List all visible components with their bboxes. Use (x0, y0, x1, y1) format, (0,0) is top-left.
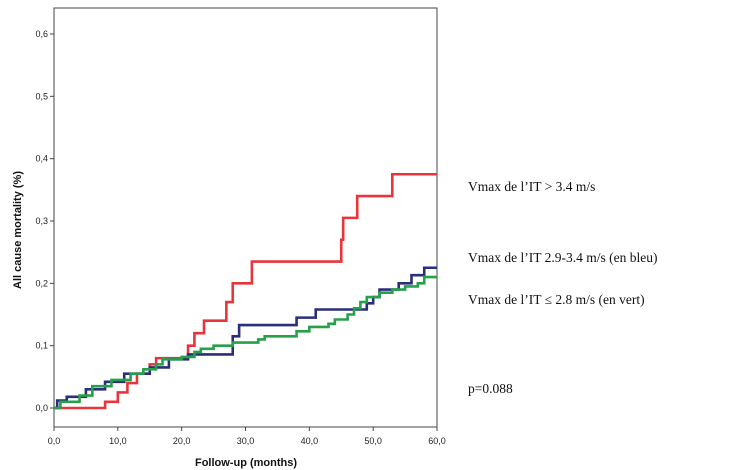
y-axis-title: All cause mortality (%) (12, 171, 24, 289)
x-tick-label: 30,0 (237, 436, 255, 446)
series-line-0 (54, 172, 437, 410)
x-tick-label: 10,0 (109, 436, 127, 446)
plot-frame (53, 7, 438, 428)
legend-label-low: Vmax de l’IT ≤ 2.8 m/s (en vert) (468, 292, 645, 307)
series-line-2 (54, 275, 437, 410)
y-tick-label: 0,3 (35, 216, 48, 226)
x-tick-label: 40,0 (301, 436, 319, 446)
x-tick-label: 60,0 (428, 436, 446, 446)
p-value: p=0.088 (468, 381, 513, 396)
x-tick-label: 20,0 (173, 436, 191, 446)
legend-label-mid: Vmax de l’IT 2.9-3.4 m/s (en bleu) (468, 250, 658, 265)
y-tick-label: 0,6 (35, 29, 48, 39)
y-tick-label: 0,5 (35, 91, 48, 101)
x-tick-label: 0,0 (48, 436, 61, 446)
x-tick-label: 50,0 (364, 436, 382, 446)
y-tick-label: 0,4 (35, 154, 48, 164)
legend-label-high: Vmax de l’IT > 3.4 m/s (468, 179, 596, 194)
y-tick-label: 0,2 (35, 278, 48, 288)
y-tick-label: 0,1 (35, 341, 48, 351)
x-axis-ticks: 0,0 10,0 20,0 30,0 40,0 50,0 60,0 (48, 427, 446, 446)
x-axis-title: Follow-up (months) (195, 457, 297, 469)
y-tick-label: 0,0 (35, 403, 48, 413)
series-layer (54, 172, 437, 410)
y-axis-ticks: 0,0 0,1 0,2 0,3 0,4 0,5 0,6 (35, 29, 54, 413)
